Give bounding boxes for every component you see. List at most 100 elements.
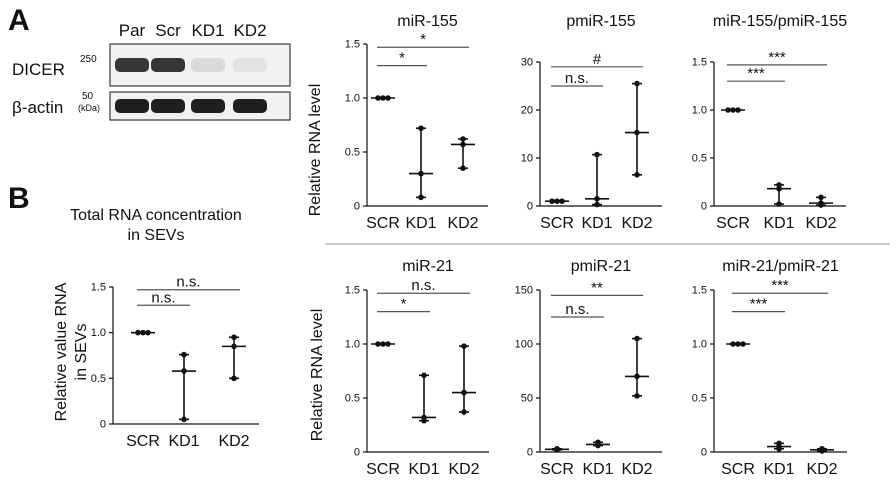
significance-label: # bbox=[593, 51, 602, 68]
y-tick-label: 0.5 bbox=[345, 393, 360, 405]
y-tick-label: 1.5 bbox=[692, 57, 707, 69]
significance-label: n.s. bbox=[151, 289, 175, 306]
series-kd1 bbox=[767, 440, 791, 452]
data-point bbox=[375, 95, 381, 101]
x-tick-label-scr: SCR bbox=[366, 215, 400, 232]
data-point bbox=[634, 373, 640, 380]
data-point bbox=[594, 151, 600, 158]
y-tick-label: 0 bbox=[527, 447, 533, 459]
y-tick-label: 10 bbox=[521, 153, 533, 165]
actin-band-scr bbox=[151, 99, 185, 113]
y-tick-label: 1.0 bbox=[345, 93, 360, 105]
data-point bbox=[231, 343, 237, 350]
y-tick-label: 0 bbox=[701, 447, 707, 459]
x-tick-label-kd1: KD1 bbox=[581, 215, 612, 232]
y-tick-label: 0 bbox=[527, 201, 533, 213]
x-tick-label-kd2: KD2 bbox=[447, 215, 478, 232]
data-point bbox=[818, 194, 824, 201]
axes bbox=[363, 289, 489, 453]
y-tick-label: 1.0 bbox=[692, 105, 707, 117]
x-tick-label-kd1: KD1 bbox=[763, 461, 794, 478]
data-point bbox=[554, 198, 560, 204]
significance-label: n.s. bbox=[565, 301, 589, 318]
significance-label: *** bbox=[750, 296, 768, 313]
data-point bbox=[559, 198, 565, 204]
y-tick-label: 1.5 bbox=[345, 39, 360, 51]
panel-label-b: B bbox=[8, 182, 30, 215]
data-point bbox=[776, 201, 782, 207]
data-point bbox=[231, 334, 237, 341]
series-scr bbox=[726, 341, 750, 347]
series-scr bbox=[371, 341, 395, 347]
x-tick-label-kd2: KD2 bbox=[805, 215, 836, 232]
series-kd2 bbox=[625, 80, 649, 178]
significance-label: * bbox=[401, 296, 407, 313]
series-kd2 bbox=[451, 136, 475, 171]
data-point bbox=[735, 341, 741, 347]
x-tick-label-scr: SCR bbox=[126, 433, 160, 450]
series-kd1 bbox=[409, 125, 433, 201]
series-kd2 bbox=[222, 334, 246, 382]
series-kd1 bbox=[585, 151, 609, 208]
series-kd1 bbox=[767, 182, 791, 207]
series-scr bbox=[131, 329, 155, 336]
ylabel-top: Relative RNA level bbox=[307, 84, 324, 217]
data-point bbox=[735, 107, 741, 113]
actin-band-kd1 bbox=[191, 99, 225, 113]
data-point bbox=[730, 341, 736, 347]
section-b-title-line2: in SEVs bbox=[128, 227, 185, 244]
ylabel-bottom: Relative RNA level bbox=[309, 309, 326, 442]
data-point bbox=[554, 445, 560, 452]
data-point bbox=[740, 341, 746, 347]
data-point bbox=[594, 196, 600, 202]
chart-mir-21-ratio: miR-21/pmiR-21 0 0.5 1.0 1.5 SCR KD1 KD2 ****** bbox=[692, 258, 847, 478]
series-kd2 bbox=[625, 335, 649, 399]
ylabel-total-line2: in SEVs bbox=[73, 324, 90, 381]
y-tick-label: 0.5 bbox=[91, 373, 106, 385]
data-point bbox=[385, 341, 391, 347]
significance-label: *** bbox=[747, 65, 765, 82]
series-kd1 bbox=[412, 372, 436, 424]
data-point bbox=[380, 341, 386, 347]
significance-label: *** bbox=[771, 277, 789, 294]
y-tick-label: 30 bbox=[521, 57, 533, 69]
western-blot: Par Scr KD1 KD2 DICER 250 β-actin 50 (kD… bbox=[12, 21, 291, 121]
data-point bbox=[231, 375, 237, 382]
lane-label-scr: Scr bbox=[155, 21, 181, 40]
marker-250: 250 bbox=[80, 54, 97, 65]
x-tick-label-kd1: KD1 bbox=[408, 461, 439, 478]
y-tick-label: 100 bbox=[515, 339, 533, 351]
significance-label: ** bbox=[591, 279, 603, 296]
x-tick-label-kd2: KD2 bbox=[448, 461, 479, 478]
y-tick-label: 1.0 bbox=[345, 339, 360, 351]
axes bbox=[710, 289, 847, 453]
y-tick-label: 1.5 bbox=[91, 282, 106, 294]
data-point bbox=[181, 416, 187, 423]
data-point bbox=[418, 170, 424, 177]
data-point bbox=[818, 200, 824, 206]
data-point bbox=[549, 198, 555, 204]
data-point bbox=[634, 393, 640, 399]
data-point bbox=[135, 329, 141, 336]
marker-unit: (kDa) bbox=[78, 103, 100, 113]
x-tick-label-kd2: KD2 bbox=[621, 215, 652, 232]
data-point bbox=[634, 172, 640, 178]
actin-band-kd2 bbox=[233, 99, 267, 113]
data-point bbox=[460, 136, 466, 142]
data-point bbox=[181, 368, 187, 374]
section-b-title-line1: Total RNA concentration bbox=[70, 207, 242, 224]
series-kd2 bbox=[810, 445, 834, 454]
y-tick-label: 50 bbox=[521, 393, 533, 405]
y-tick-label: 1.0 bbox=[692, 339, 707, 351]
axes bbox=[109, 286, 259, 425]
chart-pmir-21: pmiR-21 0 50 100 150 SCR KD1 KD2 n.s.** bbox=[515, 258, 662, 478]
significance-label: * bbox=[399, 50, 405, 67]
dicer-band-par bbox=[115, 58, 149, 72]
x-tick-label-scr: SCR bbox=[540, 461, 574, 478]
y-tick-label: 20 bbox=[521, 105, 533, 117]
data-point bbox=[595, 439, 601, 446]
data-point bbox=[776, 440, 782, 447]
significance-label: n.s. bbox=[176, 274, 200, 291]
data-point bbox=[418, 125, 424, 132]
